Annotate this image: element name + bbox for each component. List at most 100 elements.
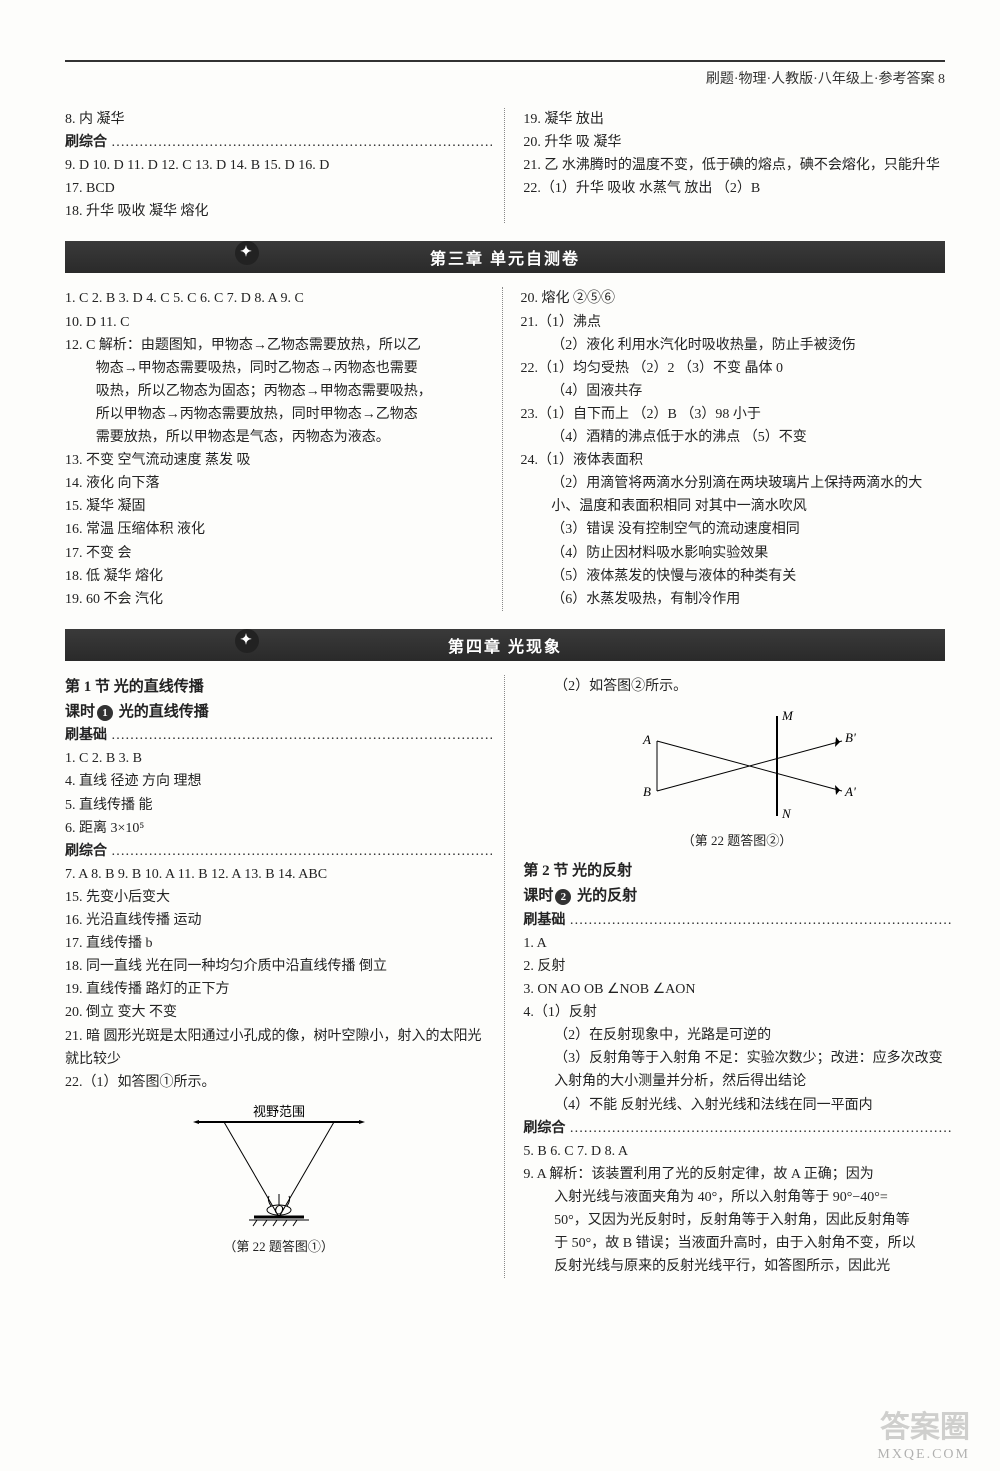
figure-caption: （第 22 题答图①） <box>65 1236 492 1257</box>
text-line: 17. 不变 会 <box>65 542 490 565</box>
figure-22-1: 视野范围 O （第 22 题答图①） <box>65 1102 492 1257</box>
text-line: 9. A 解析：该装置利用了光的反射定律，故 A 正确；因为 <box>523 1163 950 1186</box>
heading-shuajichu: 刷基础 <box>523 909 950 932</box>
text-line: 7. A 8. B 9. B 10. A 11. B 12. A 13. B 1… <box>65 863 492 886</box>
dots-fill <box>569 1117 950 1140</box>
bar-title: 第三章 单元自测卷 <box>430 251 580 268</box>
text-line: （2）用滴管将两滴水分别滴在两块玻璃片上保持两滴水的大小、温度和表面积相同 对其… <box>521 472 946 518</box>
text-line: 19. 凝华 放出 <box>523 108 945 131</box>
watermark: 答案圈 <box>880 1402 970 1446</box>
text-line: 17. BCD <box>65 177 492 200</box>
text-line: （4）固液共存 <box>521 380 946 403</box>
text-line: （2）在反射现象中，光路是可逆的 <box>523 1024 950 1047</box>
text-line: 4.（1）反射 <box>523 1001 950 1024</box>
lesson-title: 课时2 光的反射 <box>523 884 950 909</box>
section-title: 第 2 节 光的反射 <box>523 859 950 884</box>
lesson-label: 课时 <box>523 888 553 904</box>
text-line: 13. 不变 空气流动速度 蒸发 吸 <box>65 449 490 472</box>
text-line: 1. C 2. B 3. D 4. C 5. C 6. C 7. D 8. A … <box>65 287 490 310</box>
text-line: （6）水蒸发吸热，有制冷作用 <box>521 588 946 611</box>
block3-left: 第 1 节 光的直线传播 课时1 光的直线传播 刷基础 1. C 2. B 3.… <box>65 675 505 1279</box>
circle-2-icon: 2 <box>555 889 571 905</box>
text-line: 6. 距离 3×10⁵ <box>65 817 492 840</box>
lesson-label: 课时 <box>65 704 95 720</box>
fig-Ap: A' <box>844 784 856 799</box>
badge-icon: ✦ <box>235 629 259 653</box>
dots-fill <box>111 840 492 863</box>
text-line: 16. 常温 压缩体积 液化 <box>65 518 490 541</box>
text-line: 18. 同一直线 光在同一种均匀介质中沿直线传播 倒立 <box>65 955 492 978</box>
text-line: 22.（1）如答图①所示。 <box>65 1071 492 1094</box>
fig-A: A <box>642 732 651 747</box>
dots-fill <box>111 131 492 154</box>
text-line: 3. ON AO OB ∠NOB ∠AON <box>523 978 950 1001</box>
watermark-url: MXQE.COM <box>877 1447 970 1463</box>
text-line: 8. 内 凝华 <box>65 108 492 131</box>
text-line: 21.（1）沸点 <box>521 311 946 334</box>
fig-N: N <box>781 806 792 821</box>
text-line: 19. 直线传播 路灯的正下方 <box>65 978 492 1001</box>
block2-right: 20. 熔化 ②⑤⑥ 21.（1）沸点 （2）液化 利用水汽化时吸收热量，防止手… <box>521 287 946 610</box>
text-line: 吸热，所以乙物态为固态；丙物态→甲物态需要吸热， <box>65 380 490 403</box>
text-line: 2. 反射 <box>523 955 950 978</box>
block1-left: 8. 内 凝华 刷综合 9. D 10. D 11. D 12. C 13. D… <box>65 108 505 223</box>
text-line: 4. 直线 径迹 方向 理想 <box>65 770 492 793</box>
fig-label: 视野范围 <box>253 1104 305 1119</box>
heading-shuazonghe: 刷综合 <box>523 1117 950 1140</box>
text-line: 19. 60 不会 汽化 <box>65 588 490 611</box>
text-line: 24.（1）液体表面积 <box>521 449 946 472</box>
text-line: 5. 直线传播 能 <box>65 794 492 817</box>
text-line: （4）防止因材料吸水影响实验效果 <box>521 542 946 565</box>
heading-shuazonghe: 刷综合 <box>65 131 492 154</box>
text-line: 20. 升华 吸 凝华 <box>523 131 945 154</box>
text-line: 20. 倒立 变大 不变 <box>65 1001 492 1024</box>
heading-shuazonghe: 刷综合 <box>65 840 492 863</box>
text-line: 18. 升华 吸收 凝华 熔化 <box>65 200 492 223</box>
figure-caption: （第 22 题答图②） <box>523 830 950 851</box>
text-line: 需要放热，所以甲物态是气态，丙物态为液态。 <box>65 426 490 449</box>
lesson-name: 光的反射 <box>577 888 637 904</box>
text-line: 10. D 11. C <box>65 311 490 334</box>
text-line: 入射光线与液面夹角为 40°，所以入射角等于 90°−40°= <box>523 1186 950 1209</box>
header-rule <box>65 60 945 62</box>
text-line: 15. 凝华 凝固 <box>65 495 490 518</box>
text-line: （3）反射角等于入射角 不足：实验次数少；改进：应多次改变入射角的大小测量并分析… <box>523 1047 950 1093</box>
fig-M: M <box>781 708 794 723</box>
page: 刷题·物理·人教版·八年级上·参考答案 8 8. 内 凝华 刷综合 9. D 1… <box>0 0 1000 1471</box>
heading-shuajichu: 刷基础 <box>65 724 492 747</box>
text-line: 14. 液化 向下落 <box>65 472 490 495</box>
text-line: （2）如答图②所示。 <box>523 675 950 698</box>
text-line: 50°，又因为光反射时，反射角等于入射角，因此反射角等 <box>523 1209 950 1232</box>
block2-columns: 1. C 2. B 3. D 4. C 5. C 6. C 7. D 8. A … <box>65 287 945 610</box>
lesson-title: 课时1 光的直线传播 <box>65 700 492 725</box>
block3-right: （2）如答图②所示。 M N A B B' A' （第 22 题答图②） <box>523 675 950 1279</box>
diagram-icon: 视野范围 O <box>179 1102 379 1232</box>
text-line: （3）错误 没有控制空气的流动速度相同 <box>521 518 946 541</box>
chapter-bar-3: ✦ 第三章 单元自测卷 <box>65 241 945 273</box>
label: 刷综合 <box>523 1117 565 1140</box>
chapter-bar-4: ✦ 第四章 光现象 <box>65 629 945 661</box>
text-line: 23.（1）自下而上 （2）B （3）98 小于 <box>521 403 946 426</box>
fig-Bp: B' <box>845 730 856 745</box>
text-line: （4）酒精的沸点低于水的沸点 （5）不变 <box>521 426 946 449</box>
text-line: 物态→甲物态需要吸热，同时乙物态→丙物态也需要 <box>65 357 490 380</box>
label: 刷综合 <box>65 840 107 863</box>
label: 刷基础 <box>523 909 565 932</box>
fig-B: B <box>643 784 651 799</box>
block3-columns: 第 1 节 光的直线传播 课时1 光的直线传播 刷基础 1. C 2. B 3.… <box>65 675 945 1279</box>
section-title: 第 1 节 光的直线传播 <box>65 675 492 700</box>
text-line: 5. B 6. C 7. D 8. A <box>523 1140 950 1163</box>
dots-fill <box>569 909 950 932</box>
text-line: （4）不能 反射光线、入射光线和法线在同一平面内 <box>523 1094 950 1117</box>
block1-columns: 8. 内 凝华 刷综合 9. D 10. D 11. D 12. C 13. D… <box>65 108 945 223</box>
text-line: 17. 直线传播 b <box>65 932 492 955</box>
text-line: 15. 先变小后变大 <box>65 886 492 909</box>
text-line: 20. 熔化 ②⑤⑥ <box>521 287 946 310</box>
label: 刷综合 <box>65 131 107 154</box>
text-line: 21. 乙 水沸腾时的温度不变，低于碘的熔点，碘不会熔化，只能升华 <box>523 154 945 177</box>
bar-title: 第四章 光现象 <box>448 639 562 656</box>
badge-icon: ✦ <box>235 241 259 265</box>
text-line: 9. D 10. D 11. D 12. C 13. D 14. B 15. D… <box>65 154 492 177</box>
text-line: 22.（1）均匀受热 （2）2 （3）不变 晶体 0 <box>521 357 946 380</box>
text-line: 18. 低 凝华 熔化 <box>65 565 490 588</box>
